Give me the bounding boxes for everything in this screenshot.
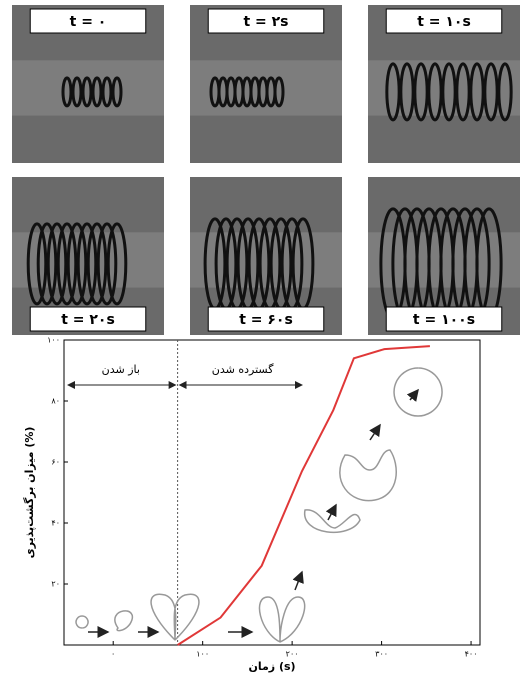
photo-band: [368, 232, 520, 287]
arrow: [295, 572, 302, 590]
y-tick-label: ۱۰۰: [47, 336, 60, 345]
y-tick-label: ۶۰: [51, 458, 60, 467]
arrow: [410, 390, 418, 400]
x-axis-label: زمان (s): [248, 660, 295, 673]
panel-label: t = ۱۰s: [417, 14, 471, 30]
y-tick-label: ۸۰: [51, 397, 60, 406]
y-tick-label: ۲۰: [51, 580, 60, 589]
panel-label: t = ۱۰۰s: [413, 312, 475, 328]
shape-outline: [115, 611, 133, 631]
photo-band: [12, 60, 164, 115]
y-axis-label: میزان برگشت‌پذیری (%): [23, 427, 36, 559]
y-tick-label: ۴۰: [51, 519, 60, 528]
panel-label: t = ۰: [70, 14, 107, 30]
shape-outline: [394, 368, 442, 416]
annotation: گسترده شدن: [212, 363, 274, 376]
shape-outline: [76, 616, 88, 628]
figure: t = ۰ t = ۲s t = ۱۰s t = ۲۰s t = ۶۰s t = ۱۰۰s…: [0, 0, 522, 675]
x-tick-label: ۰: [111, 650, 115, 659]
x-tick-label: ۱۰۰: [196, 650, 209, 659]
panel-label: t = ۶۰s: [239, 312, 293, 328]
shape-outline: [340, 450, 396, 501]
panel-label: t = ۲s: [243, 14, 288, 30]
x-tick-label: ۴۰۰: [465, 650, 478, 659]
arrow: [328, 505, 336, 520]
arrow: [370, 425, 380, 440]
x-tick-label: ۲۰۰: [286, 650, 299, 659]
x-tick-label: ۳۰۰: [375, 650, 388, 659]
shape-outline: [151, 594, 199, 640]
shape-outline: [259, 597, 304, 642]
panel-label: t = ۲۰s: [61, 312, 115, 328]
annotation: باز شدن: [102, 363, 140, 376]
